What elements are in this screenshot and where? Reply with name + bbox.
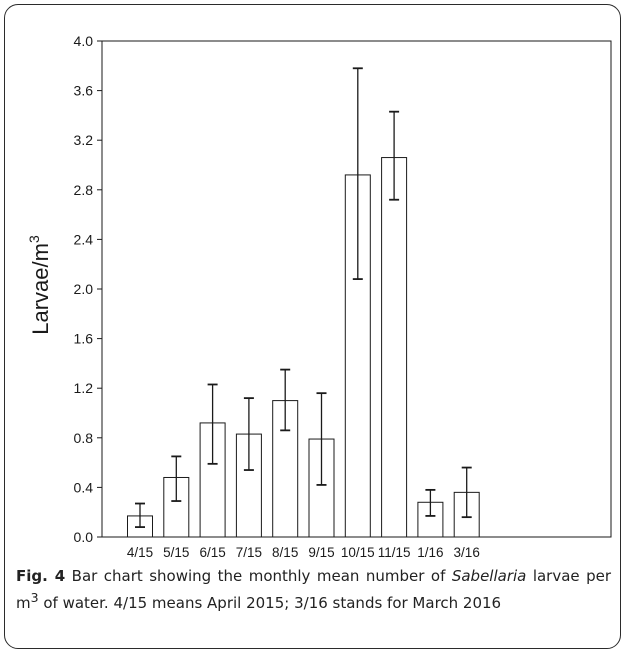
y-axis-label-superscript: 3 (26, 235, 42, 243)
y-tick-label: 2.4 (74, 231, 94, 247)
y-axis-label: Larvae/m3 (26, 235, 53, 335)
y-tick-label: 2.0 (74, 281, 94, 297)
caption-superscript: 3 (30, 590, 39, 605)
x-tick-label: 9/15 (308, 545, 334, 560)
plot-area-frame (101, 40, 612, 538)
caption-text-after: of water. 4/15 means April 2015; 3/16 st… (38, 594, 502, 612)
caption-text-mid: larvae per m (16, 567, 612, 612)
y-tick-label: 1.2 (74, 380, 94, 396)
y-axis-label-text: Larvae/m (28, 243, 53, 335)
bars (127, 157, 480, 538)
x-tick-label: 3/16 (454, 545, 480, 560)
x-tick-label: 8/15 (272, 545, 298, 560)
caption-text-before: Bar chart showing the monthly mean numbe… (65, 567, 452, 585)
y-tick-label: 2.8 (74, 182, 94, 198)
y-axis-ticks: 0.0 0.4 0.8 1.2 1.6 2.0 2.4 2.8 3.2 3.6 4.0 (74, 33, 102, 545)
y-tick-label: 1.6 (74, 331, 94, 347)
x-tick-label: 7/15 (236, 545, 262, 560)
x-tick-label: 1/16 (417, 545, 443, 560)
bar (381, 157, 408, 538)
x-tick-label: 11/15 (378, 545, 411, 560)
figure-caption: Fig. 4 Bar chart showing the monthly mea… (16, 565, 611, 614)
y-tick-label: 0.0 (74, 529, 94, 545)
x-tick-label: 6/15 (199, 545, 225, 560)
caption-figure-label: Fig. 4 (16, 567, 66, 585)
x-axis-ticks: 4/15 5/15 6/15 7/15 8/15 9/15 10/15 11/15 1/16 3/… (127, 545, 480, 560)
y-tick-label: 0.8 (74, 430, 94, 446)
x-tick-label: 4/15 (127, 545, 153, 560)
x-tick-label: 5/15 (163, 545, 189, 560)
bar-chart: 0.0 0.4 0.8 1.2 1.6 2.0 2.4 2.8 3.2 3.6 4.0 4/15 5/… (26, 33, 612, 560)
y-tick-label: 3.6 (74, 83, 94, 99)
y-tick-label: 4.0 (74, 33, 94, 49)
figure-frame (4, 4, 621, 649)
error-bars (135, 67, 472, 528)
caption-species: Sabellaria (451, 567, 527, 585)
x-tick-label: 10/15 (341, 545, 375, 560)
y-tick-label: 3.2 (74, 132, 94, 148)
y-tick-label: 0.4 (74, 479, 94, 495)
